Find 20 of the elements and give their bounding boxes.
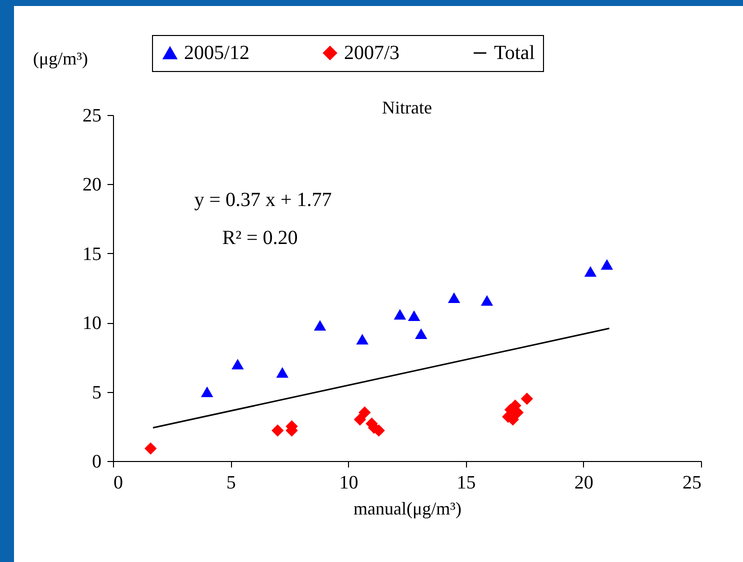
x-tick-label: 0 [114, 472, 123, 494]
y-tick-label: 0 [92, 452, 102, 472]
x-tick-label: 15 [456, 472, 476, 494]
x-tick-label: 5 [226, 472, 236, 494]
y-tick-label: 10 [82, 313, 102, 334]
y-axis-title: (μg/m³) [32, 48, 88, 68]
y-tick-label: 5 [92, 382, 102, 404]
x-tick-label: 10 [339, 472, 358, 494]
annotation: R² = 0.20 [222, 227, 298, 249]
legend-label: Total [494, 42, 536, 64]
y-tick-label: 20 [82, 174, 102, 196]
annotation: y = 0.37 x + 1.77 [194, 189, 332, 211]
y-tick-label: 25 [82, 106, 102, 126]
y-tick-label: 15 [82, 244, 102, 265]
x-axis-title: manual(μg/m³) [353, 498, 462, 518]
legend-label: 2007/3 [344, 42, 400, 64]
chart-title: Nitrate [382, 98, 432, 118]
x-tick-label: 20 [574, 472, 594, 494]
x-tick-label: 25 [682, 472, 702, 494]
legend-label: 2005/12 [184, 42, 250, 64]
